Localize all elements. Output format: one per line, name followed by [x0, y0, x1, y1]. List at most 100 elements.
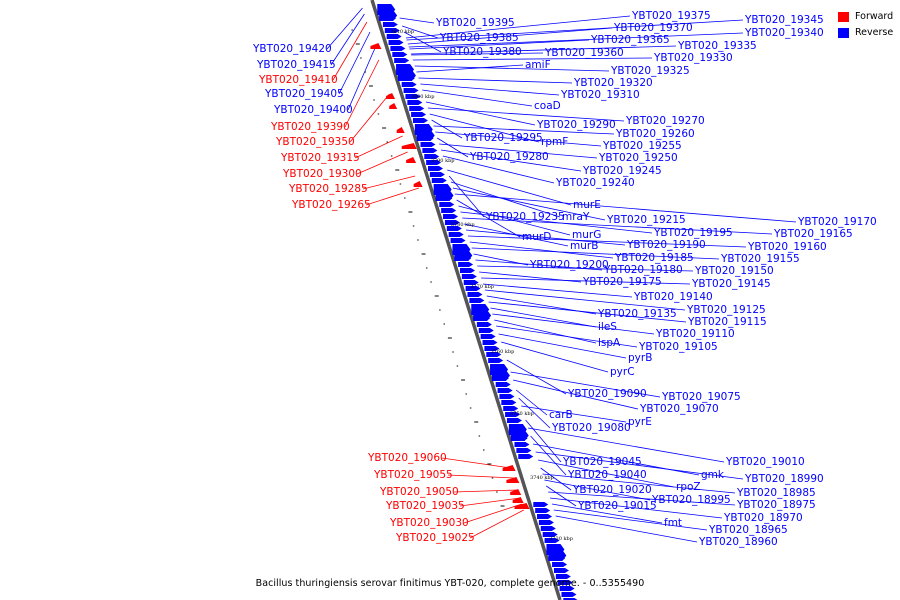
reverse-gene-label[interactable]: YBT020_19175 [582, 276, 662, 288]
reverse-gene-label[interactable]: YBT020_19375 [631, 10, 711, 22]
reverse-gene-label[interactable]: YBT020_19160 [747, 241, 827, 253]
reverse-gene-arrow[interactable] [505, 412, 521, 417]
reverse-gene-arrow[interactable] [469, 298, 485, 303]
reverse-gene-label[interactable]: YBT020_19180 [603, 264, 683, 276]
reverse-gene-label[interactable]: YBT020_19010 [725, 456, 805, 468]
forward-gene-arrow[interactable] [401, 143, 417, 149]
reverse-gene-arrow[interactable] [506, 418, 522, 423]
reverse-gene-arrow[interactable] [497, 388, 513, 393]
reverse-gene-label[interactable]: YBT020_19325 [610, 65, 690, 77]
reverse-gene-arrow[interactable] [409, 106, 425, 111]
reverse-gene-arrow[interactable] [437, 196, 453, 201]
reverse-gene-label[interactable]: amiF [525, 59, 551, 71]
forward-gene-arrow[interactable] [406, 157, 417, 163]
reverse-gene-label[interactable]: YBT020_19385 [439, 32, 519, 44]
reverse-gene-arrow[interactable] [465, 286, 481, 291]
reverse-gene-arrow[interactable] [482, 340, 498, 345]
reverse-gene-label[interactable]: murE [573, 199, 601, 211]
reverse-gene-label[interactable]: YBT020_19125 [686, 304, 766, 316]
reverse-gene-label[interactable]: ileS [598, 321, 617, 333]
reverse-gene-label[interactable]: YBT020_18990 [744, 473, 824, 485]
reverse-gene-arrow[interactable] [456, 256, 472, 261]
reverse-gene-label[interactable]: YBT020_19320 [573, 77, 653, 89]
forward-gene-arrow[interactable] [386, 93, 396, 99]
forward-gene-arrow[interactable] [502, 465, 516, 471]
reverse-gene-label[interactable]: YBT020_19260 [615, 128, 695, 140]
reverse-gene-arrow[interactable] [443, 214, 459, 219]
reverse-gene-arrow[interactable] [428, 166, 444, 171]
reverse-gene-label[interactable]: YBT020_19090 [567, 388, 647, 400]
reverse-gene-arrow[interactable] [459, 268, 475, 273]
reverse-gene-arrow[interactable] [431, 178, 447, 183]
reverse-gene-label[interactable]: gmk [701, 469, 725, 481]
reverse-gene-arrow[interactable] [384, 28, 400, 33]
reverse-gene-arrow[interactable] [552, 562, 568, 567]
reverse-gene-label[interactable]: YBT020_19310 [560, 89, 640, 101]
reverse-gene-arrow[interactable] [486, 352, 502, 357]
reverse-gene-label[interactable]: pyrE [628, 416, 652, 428]
reverse-gene-label[interactable]: YBT020_19195 [653, 227, 733, 239]
forward-gene-label[interactable]: YBT020_19300 [282, 168, 362, 180]
reverse-gene-label[interactable]: YBT020_19110 [655, 328, 735, 340]
reverse-gene-label[interactable]: YBT020_18985 [736, 487, 816, 499]
reverse-gene-arrow[interactable] [512, 436, 528, 441]
reverse-gene-label[interactable]: mraY [562, 211, 590, 223]
reverse-gene-label[interactable]: coaD [534, 100, 561, 112]
reverse-gene-arrow[interactable] [557, 580, 573, 585]
reverse-gene-arrow[interactable] [495, 382, 511, 387]
reverse-gene-label[interactable]: YBT020_19290 [536, 119, 616, 131]
reverse-gene-arrow[interactable] [550, 556, 566, 561]
forward-gene-arrow[interactable] [512, 497, 524, 503]
reverse-gene-label[interactable]: rpoZ [676, 481, 701, 493]
reverse-gene-label[interactable]: YBT020_19040 [567, 469, 647, 481]
forward-gene-label[interactable]: YBT020_19410 [258, 74, 338, 86]
reverse-gene-arrow[interactable] [561, 592, 577, 597]
reverse-gene-arrow[interactable] [559, 586, 575, 591]
reverse-gene-label[interactable]: YBT020_19270 [625, 115, 705, 127]
reverse-gene-arrow[interactable] [493, 376, 509, 381]
reverse-gene-arrow[interactable] [450, 238, 466, 243]
reverse-gene-arrow[interactable] [441, 208, 457, 213]
reverse-gene-arrow[interactable] [503, 406, 519, 411]
reverse-gene-label[interactable]: YBT020_19335 [677, 40, 757, 52]
reverse-gene-label[interactable]: YBT020_19295 [463, 132, 543, 144]
forward-gene-label[interactable]: YBT020_19405 [264, 88, 344, 100]
reverse-gene-label[interactable]: YBT020_19135 [597, 308, 677, 320]
reverse-gene-arrow[interactable] [514, 442, 530, 447]
reverse-gene-arrow[interactable] [420, 142, 436, 147]
forward-gene-arrow[interactable] [510, 489, 522, 495]
reverse-gene-label[interactable]: YBT020_19280 [469, 151, 549, 163]
forward-gene-label[interactable]: YBT020_19350 [275, 136, 355, 148]
reverse-gene-label[interactable]: YBT020_19190 [626, 239, 706, 251]
reverse-gene-label[interactable]: YBT020_18970 [723, 512, 803, 524]
reverse-gene-label[interactable]: YBT020_19200 [529, 259, 609, 271]
reverse-gene-arrow[interactable] [535, 508, 551, 513]
reverse-gene-arrow[interactable] [499, 394, 515, 399]
forward-gene-arrow[interactable] [413, 181, 423, 187]
reverse-gene-label[interactable]: pyrC [610, 366, 635, 378]
reverse-gene-arrow[interactable] [418, 136, 434, 141]
forward-gene-label[interactable]: YBT020_19390 [270, 121, 350, 133]
reverse-gene-arrow[interactable] [407, 100, 423, 105]
forward-gene-label[interactable]: YBT020_19060 [367, 452, 447, 464]
reverse-gene-label[interactable]: YBT020_19070 [639, 403, 719, 415]
reverse-gene-label[interactable]: YBT020_19020 [572, 484, 652, 496]
reverse-gene-arrow[interactable] [390, 46, 406, 51]
reverse-gene-arrow[interactable] [446, 226, 462, 231]
reverse-gene-arrow[interactable] [458, 262, 474, 267]
reverse-gene-arrow[interactable] [533, 502, 549, 507]
forward-gene-label[interactable]: YBT020_19050 [379, 486, 459, 498]
reverse-gene-arrow[interactable] [412, 118, 428, 123]
reverse-gene-label[interactable]: murD [522, 231, 551, 243]
reverse-gene-arrow[interactable] [403, 88, 419, 93]
reverse-gene-arrow[interactable] [538, 520, 554, 525]
reverse-gene-label[interactable]: YBT020_19360 [544, 47, 624, 59]
reverse-gene-arrow[interactable] [478, 328, 494, 333]
reverse-gene-label[interactable]: YBT020_19345 [744, 14, 824, 26]
forward-gene-label[interactable]: YBT020_19265 [291, 199, 371, 211]
reverse-gene-label[interactable]: YBT020_19215 [606, 214, 686, 226]
forward-gene-label[interactable]: YBT020_19285 [288, 183, 368, 195]
reverse-gene-arrow[interactable] [537, 514, 553, 519]
reverse-gene-arrow[interactable] [448, 232, 464, 237]
reverse-gene-arrow[interactable] [501, 400, 517, 405]
